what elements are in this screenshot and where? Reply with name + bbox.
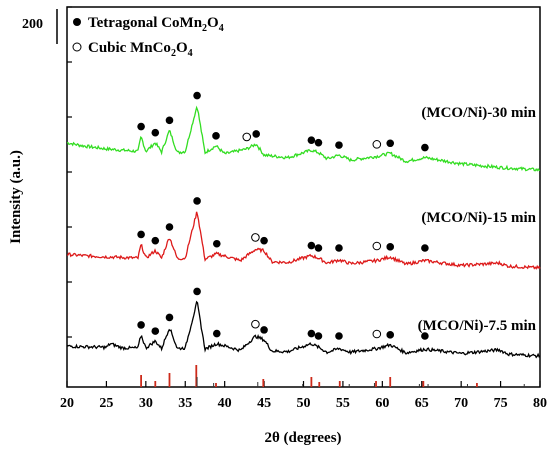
x-axis-title: 2θ (degrees) xyxy=(264,430,341,446)
filled-peak-marker xyxy=(335,332,343,340)
series-layer xyxy=(66,105,541,359)
filled-peak-marker xyxy=(386,331,395,339)
scale-label: 200 xyxy=(22,17,43,32)
filled-peak-marker xyxy=(165,223,174,231)
filled-peak-marker xyxy=(193,91,201,100)
filled-peak-marker xyxy=(307,241,316,250)
open-peak-marker xyxy=(372,241,382,251)
x-tick-label: 35 xyxy=(178,396,192,411)
x-tick-label: 75 xyxy=(494,396,508,411)
x-axis-ticks: 20 25 30 35 40 45 50 55 60 65 70 75 80 xyxy=(60,381,547,411)
x-tick-label: 40 xyxy=(218,396,232,411)
filled-peak-marker xyxy=(335,141,343,149)
series-label-30min: (MCO/Ni)-30 min xyxy=(421,105,536,121)
filled-peak-marker xyxy=(386,139,395,148)
legend-filled-marker xyxy=(73,18,81,26)
filled-peak-marker xyxy=(151,327,160,335)
y-axis-ticks xyxy=(67,6,72,338)
legend: Tetragonal CoMn2O4 Cubic MnCo2O4 xyxy=(72,15,224,59)
x-tick-label: 65 xyxy=(415,396,429,411)
filled-peak-marker xyxy=(137,122,145,131)
filled-peak-marker xyxy=(151,128,160,137)
filled-peak-marker xyxy=(335,244,343,252)
legend-open-marker xyxy=(72,42,82,52)
filled-peak-marker xyxy=(421,244,429,252)
y-axis-title: Intensity (a.u.) xyxy=(8,150,24,244)
filled-peak-marker xyxy=(165,116,174,125)
filled-peak-marker xyxy=(314,332,323,340)
filled-peak-marker xyxy=(307,136,316,144)
filled-peak-marker xyxy=(252,130,260,138)
legend-entry-cubic: Cubic MnCo2O4 xyxy=(88,40,193,59)
x-tick-label: 80 xyxy=(533,396,547,411)
open-peak-marker xyxy=(251,233,260,242)
x-tick-label: 30 xyxy=(139,396,153,411)
x-tick-label: 60 xyxy=(375,396,389,411)
open-peak-marker xyxy=(372,140,382,149)
x-tick-label: 50 xyxy=(297,396,311,411)
peak-markers xyxy=(137,91,429,340)
filled-peak-marker xyxy=(314,138,323,147)
x-tick-label: 25 xyxy=(99,396,113,411)
filled-peak-marker xyxy=(421,332,429,340)
series-label-7-5min: (MCO/Ni)-7.5 min xyxy=(418,318,537,334)
open-peak-marker xyxy=(242,132,252,142)
filled-peak-marker xyxy=(260,236,268,245)
filled-peak-marker xyxy=(212,239,221,248)
filled-peak-marker xyxy=(193,197,201,205)
filled-peak-marker xyxy=(165,313,174,322)
filled-peak-marker xyxy=(137,230,145,239)
open-peak-marker xyxy=(251,319,260,329)
filled-peak-marker xyxy=(137,321,145,329)
filled-peak-marker xyxy=(314,244,323,252)
filled-peak-marker xyxy=(151,236,160,245)
filled-peak-marker xyxy=(386,243,395,251)
filled-peak-marker xyxy=(421,143,429,152)
legend-entry-tetragonal: Tetragonal CoMn2O4 xyxy=(88,15,224,34)
x-tick-label: 20 xyxy=(60,396,74,411)
filled-peak-marker xyxy=(260,326,268,334)
filled-peak-marker xyxy=(193,287,201,296)
x-tick-label: 55 xyxy=(336,396,350,411)
x-tick-label: 70 xyxy=(454,396,468,411)
filled-peak-marker xyxy=(212,132,220,140)
series-label-15min: (MCO/Ni)-15 min xyxy=(421,210,536,226)
series-line-0 xyxy=(67,105,541,172)
series-line-1 xyxy=(66,211,541,270)
filled-peak-marker xyxy=(212,329,221,338)
reference-sticks xyxy=(140,365,525,387)
open-peak-marker xyxy=(372,329,382,339)
x-tick-label: 45 xyxy=(257,396,271,411)
series-line-2 xyxy=(66,300,541,359)
filled-peak-marker xyxy=(307,329,316,338)
